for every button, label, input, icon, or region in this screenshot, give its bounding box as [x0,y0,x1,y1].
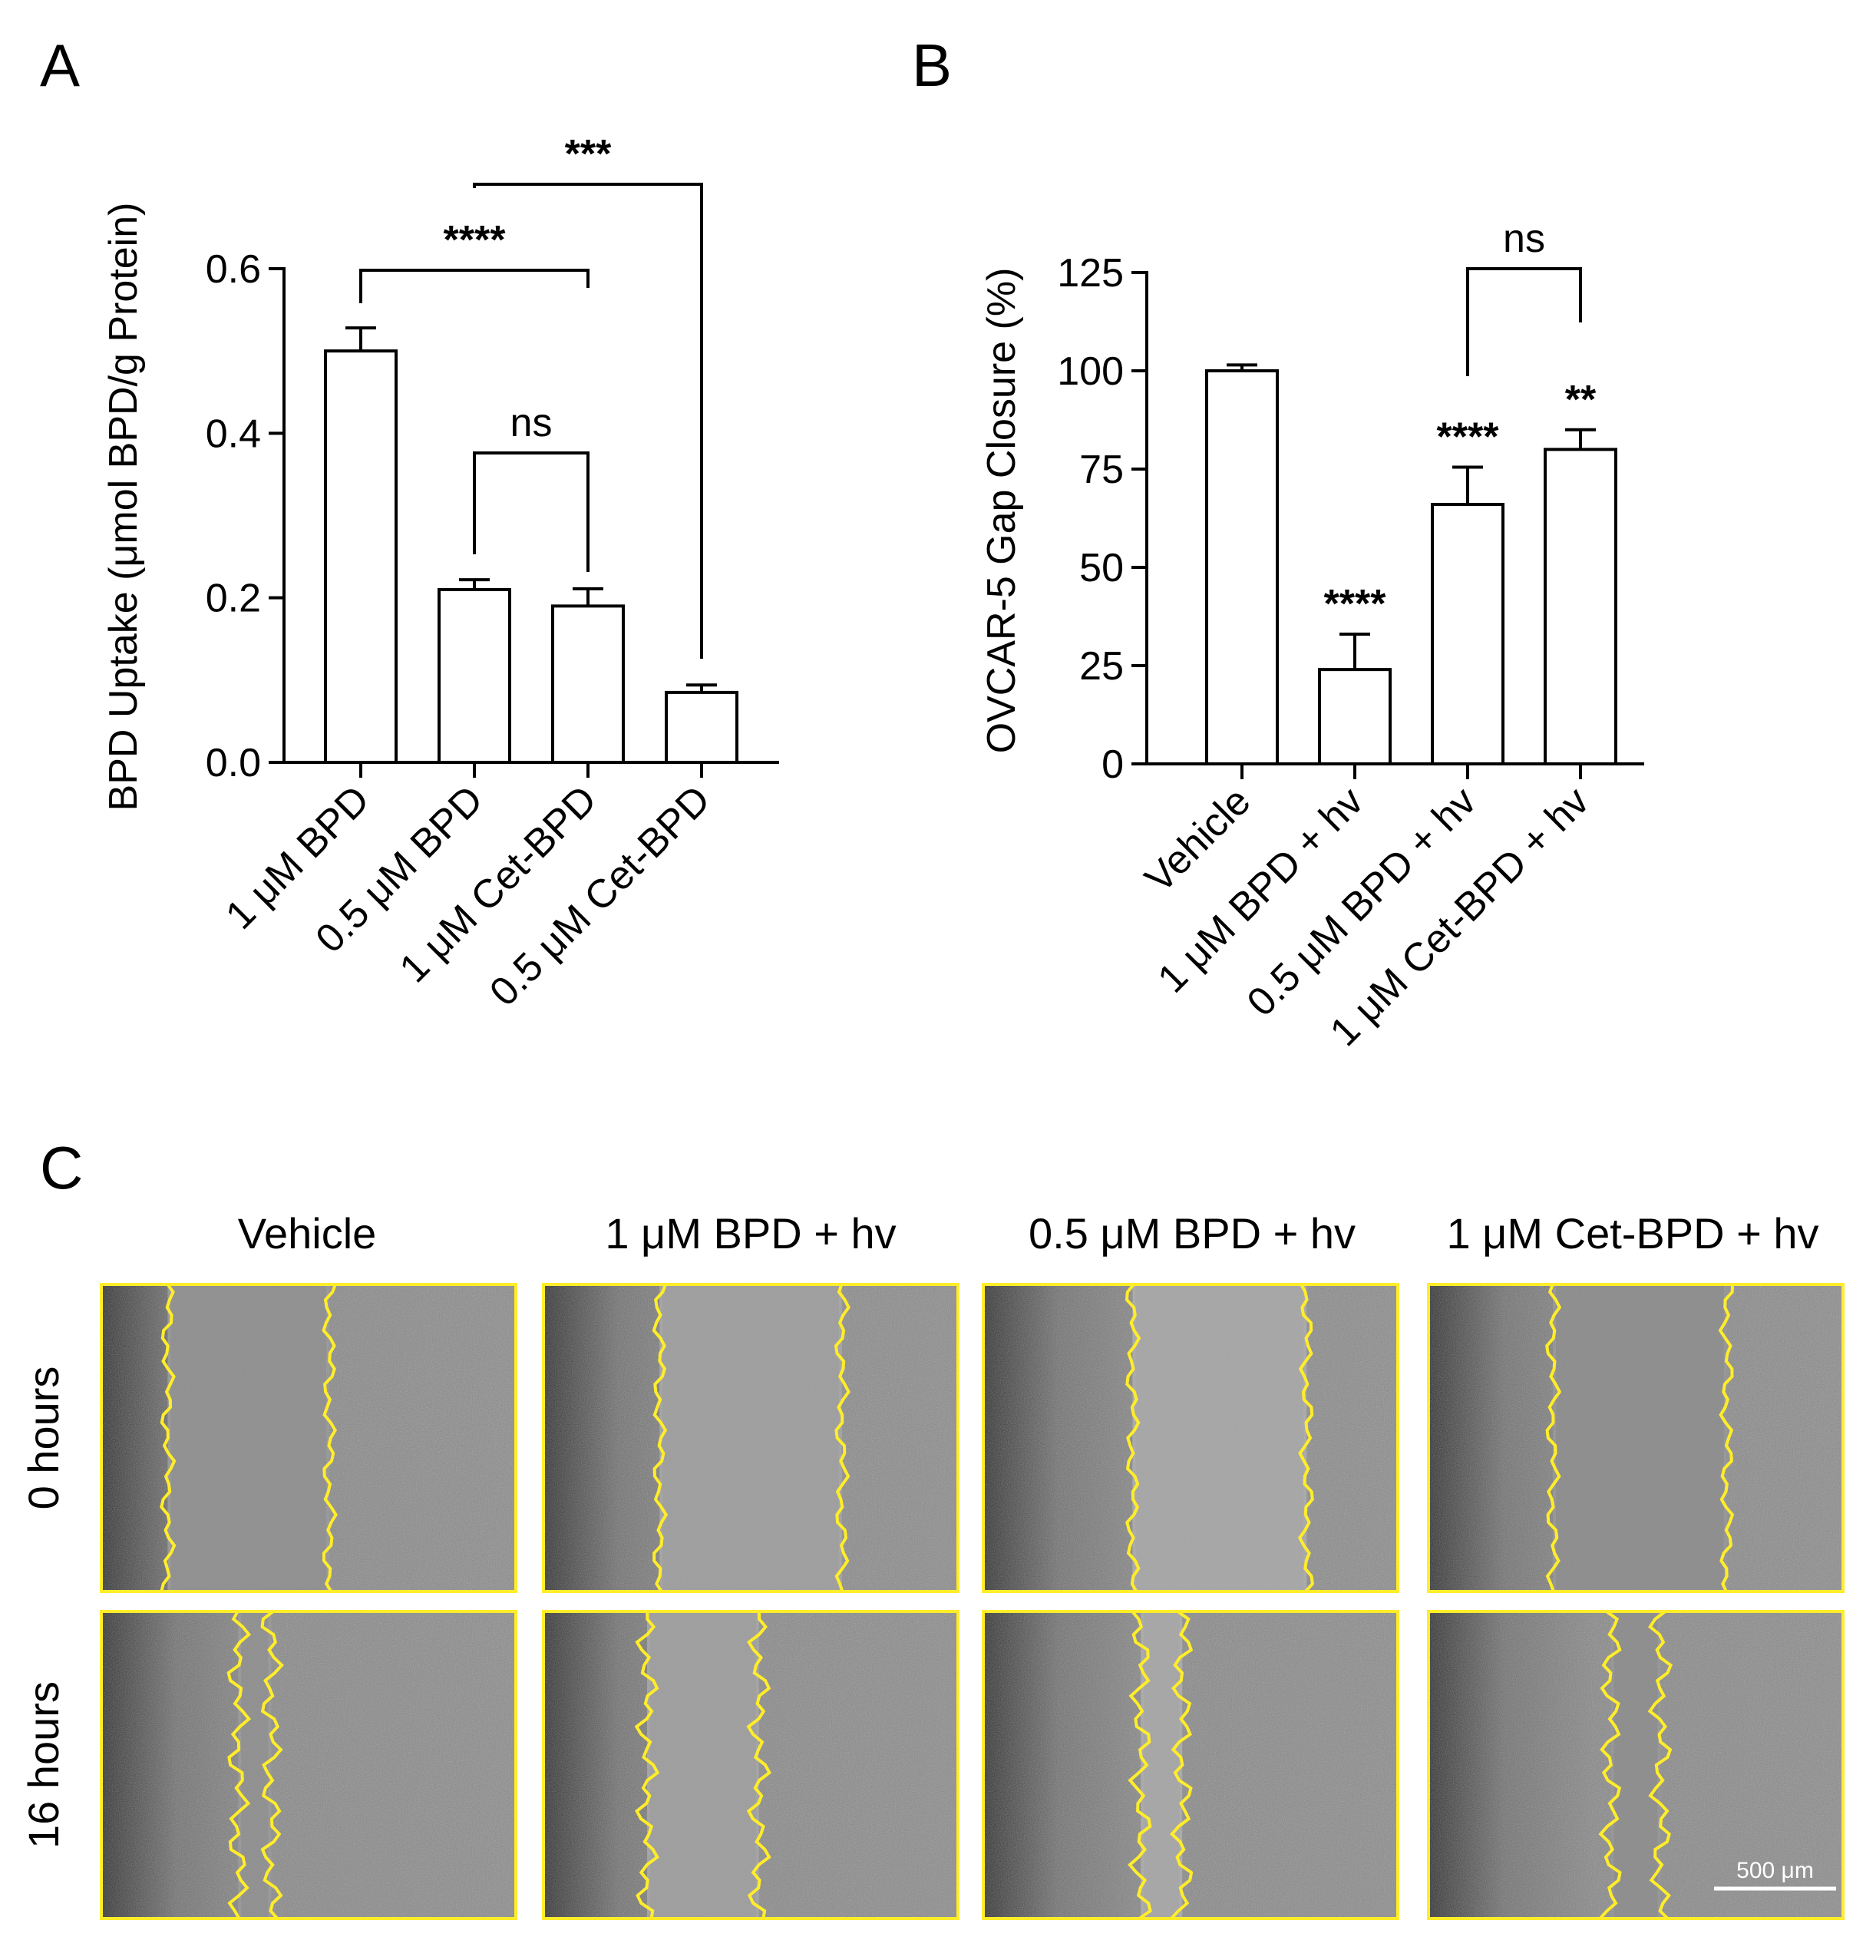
significance-bracket [473,451,590,572]
column-heading: 0.5 μM BPD + hv [1029,1209,1356,1258]
y-tick-label: 0 [1101,742,1124,787]
cell-texture [983,1611,1398,1919]
x-tick-label: 1 μM BPD + hv [1149,778,1372,1001]
tile-border [1427,1610,1845,1920]
gap-smooth [170,1284,326,1591]
bar [1544,448,1617,766]
wound-edge-left [160,1283,177,1592]
wound-edge-left [634,1611,660,1919]
bar [1318,668,1392,765]
tile-border [100,1610,517,1920]
significance-bracket [359,269,590,303]
microscopy-tile [542,1610,959,1920]
panel-c-image-grid: Vehicle 1 μM BPD + hv 0.5 μM BPD + hv 1 μM … [19,1209,1845,1920]
panel-letter-a: A [40,31,80,99]
wound-edge-right [834,1284,850,1592]
tile-border [542,1283,959,1593]
y-tick-label: 125 [1057,251,1124,296]
y-tick-label: 75 [1079,448,1124,492]
wound-edge-right [1647,1610,1673,1920]
wound-edge-left [226,1611,252,1919]
chart-b-ylabel: OVCAR-5 Gap Closure (%) [979,268,1024,754]
microscopy-tile [100,1610,517,1920]
gap-smooth [650,1611,756,1919]
panel-letter-b: B [912,31,952,99]
wound-edge-left [1128,1610,1152,1920]
y-tick-label: 25 [1079,644,1124,689]
wound-edge-right [260,1610,285,1920]
wound-edge-left [1545,1284,1562,1592]
tile-border [542,1610,959,1920]
significance-label: ** [1565,378,1597,422]
column-heading: 1 μM Cet-BPD + hv [1446,1209,1818,1258]
microscopy-tile [982,1610,1399,1920]
row-heading: 0 hours [19,1367,68,1510]
microscopy-tile [982,1283,1399,1593]
tile-border [982,1283,1399,1593]
tile-border [100,1283,517,1593]
y-tick-label: 0.0 [206,741,261,785]
scale-bar-label: 500 μm [1736,1858,1814,1883]
microscopy-tile [1427,1610,1845,1920]
y-tick-label: 0.6 [206,247,261,292]
chart-b: OVCAR-5 Gap Closure (%) 0255075100125Veh… [979,216,1644,1055]
wound-edge-right [1297,1284,1315,1593]
chart-a: BPD Uptake (μmol BPD/g Protein) 0.0 0.2 0.… [101,132,779,1015]
significance-label: **** [1437,415,1500,459]
bracket-label: ns [1503,216,1545,261]
significance-bracket [473,183,703,659]
gap-smooth [1135,1284,1304,1591]
chart-a-ylabel: BPD Uptake (μmol BPD/g Protein) [101,203,146,811]
significance-bracket [1466,267,1582,376]
wound-edge-right [746,1611,771,1919]
bar [324,349,398,764]
bar [665,690,738,764]
tile-border [1427,1283,1845,1593]
column-heading: Vehicle [238,1209,377,1258]
gap-smooth [1613,1611,1658,1919]
wound-edge-left [652,1284,669,1593]
microscopy-tile [1427,1283,1845,1593]
y-tick-label: 0.2 [206,577,261,621]
bar [1431,503,1504,766]
y-tick-label: 100 [1057,349,1124,394]
panel-letter-c: C [40,1134,83,1201]
significance-label: **** [1324,582,1387,626]
column-heading: 1 μM BPD + hv [605,1209,896,1258]
y-tick-label: 50 [1079,546,1124,590]
bar [551,604,625,765]
bar [1205,369,1279,765]
row-heading: 16 hours [19,1681,68,1849]
cell-texture [101,1611,516,1919]
bracket-label: *** [565,132,612,177]
bracket-label: ns [510,401,553,445]
tile-border [982,1610,1399,1920]
x-tick-label: 1 μM Cet-BPD [391,777,606,991]
wound-edge-left [1598,1610,1622,1920]
microscopy-tile [542,1283,959,1593]
gap-smooth [1144,1611,1180,1919]
bar [438,587,511,765]
gap-smooth [662,1284,839,1591]
wound-edge-right [322,1284,338,1593]
microscopy-tile [100,1283,517,1593]
wound-edge-right [1170,1610,1194,1920]
bracket-label: **** [444,218,507,263]
gap-smooth [1556,1284,1724,1591]
wound-edge-right [1718,1284,1735,1592]
wound-edge-left [1125,1283,1141,1592]
y-tick-label: 0.4 [206,412,261,456]
